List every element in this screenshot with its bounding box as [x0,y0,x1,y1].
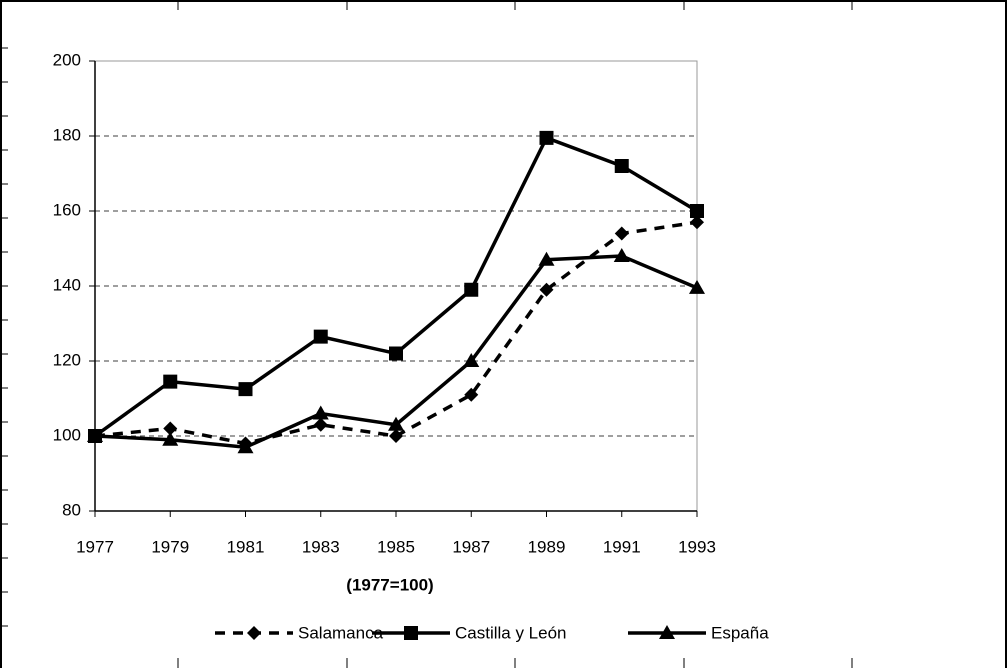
marker [614,226,629,241]
y-tick-label: 180 [53,125,81,144]
x-tick-label: 1977 [76,537,114,556]
x-tick-label: 1989 [528,537,566,556]
x-tick-label: 1983 [302,537,340,556]
x-tick-label: 1991 [603,537,641,556]
marker [162,431,179,446]
marker [312,405,329,420]
marker [313,417,328,432]
marker [247,626,261,640]
marker [689,279,705,294]
x-tick-label: 1979 [151,537,189,556]
marker [238,382,253,397]
y-tick-label: 140 [53,275,81,294]
marker [613,248,630,262]
y-tick-label: 120 [53,350,81,369]
y-tick-label: 200 [53,50,81,69]
marker [87,428,103,442]
marker [690,204,704,218]
subtitle: (1977=100) [346,575,433,594]
marker [163,421,178,436]
y-tick-label: 80 [62,500,81,519]
y-tick-label: 100 [53,425,81,444]
series-line [94,220,698,446]
series-line [93,135,698,438]
marker [538,251,555,266]
marker [690,215,704,230]
marker [539,130,554,145]
marker [539,282,554,297]
marker [463,353,480,367]
marker [313,329,328,344]
marker [389,346,403,361]
legend-label: España [711,623,769,642]
legend-label: Castilla y León [455,623,567,642]
marker [464,282,479,297]
frame-ticks [1,1,853,668]
x-tick-label: 1993 [678,537,716,556]
marker [237,439,254,454]
x-tick-label: 1981 [227,537,265,556]
y-tick-label: 160 [53,200,81,219]
plot-border [95,60,698,511]
marker [163,374,178,389]
marker [389,429,403,443]
legend-label: Salamanca [298,623,384,642]
x-tick-label: 1987 [452,537,490,556]
marker [388,416,404,431]
marker [464,387,479,402]
marker [659,625,675,639]
marker [614,159,629,173]
marker [404,626,418,640]
x-tick-label: 1985 [377,537,415,556]
